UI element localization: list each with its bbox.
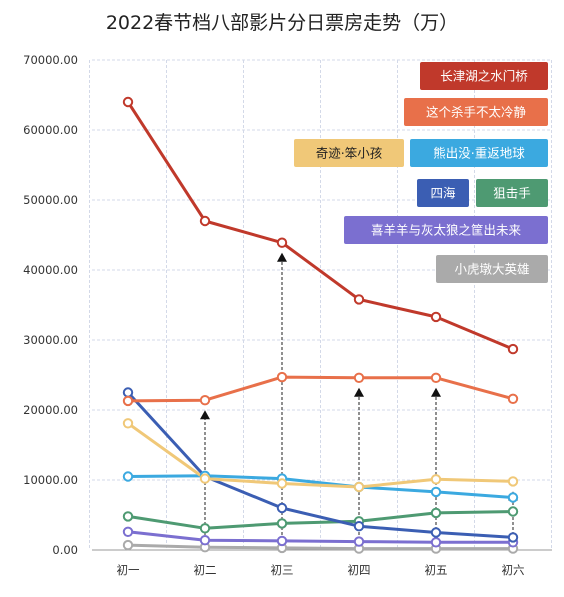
legend-label: 长津湖之水门桥 — [440, 69, 528, 84]
data-point — [430, 537, 442, 548]
series-line — [126, 530, 515, 544]
legend-swatch — [417, 179, 469, 207]
data-point — [507, 343, 519, 355]
series-line — [126, 100, 515, 351]
data-point — [430, 474, 442, 485]
series-line — [126, 510, 515, 530]
legend-label: 四海 — [430, 186, 456, 201]
data-point — [199, 473, 211, 484]
data-point — [353, 521, 365, 532]
series-lines — [126, 100, 515, 551]
legend-label: 喜羊羊与灰太狼之筐出未来 — [371, 223, 522, 238]
y-tick-label: 60000.00 — [23, 123, 78, 137]
legend-label: 这个杀手不太冷静 — [426, 105, 527, 120]
data-point — [430, 527, 442, 538]
data-point — [507, 393, 519, 404]
data-point — [507, 476, 519, 487]
data-point — [276, 518, 288, 529]
y-tick-label: 70000.00 — [23, 53, 78, 67]
data-point — [353, 294, 365, 305]
x-tick-label: 初六 — [502, 563, 525, 577]
x-tick-label: 初三 — [271, 563, 294, 577]
data-point — [353, 536, 365, 547]
legend-swatch — [410, 139, 548, 167]
legend-label: 小虎墩大英雄 — [454, 262, 529, 277]
data-point — [199, 395, 211, 406]
legend-label: 熊出没·重返地球 — [433, 146, 525, 161]
data-point — [122, 526, 134, 537]
legend-swatch — [294, 139, 404, 167]
data-point — [507, 532, 519, 543]
data-point — [276, 535, 288, 547]
series-line — [126, 375, 515, 403]
data-point — [122, 511, 134, 522]
x-tick-label: 初四 — [348, 563, 371, 577]
legend-swatch — [404, 98, 548, 126]
legend-swatch — [476, 179, 548, 207]
data-point — [276, 478, 288, 489]
data-point — [507, 492, 519, 503]
data-point — [430, 372, 442, 383]
data-point — [353, 481, 365, 493]
x-tick-label: 初五 — [425, 563, 448, 577]
y-tick-label: 0.00 — [52, 543, 78, 557]
legend-swatch — [344, 216, 548, 244]
annotation-arrow — [354, 387, 364, 397]
data-point — [507, 506, 519, 517]
y-tick-label: 20000.00 — [23, 403, 78, 417]
legend-label: 奇迹·笨小孩 — [316, 146, 382, 161]
annotation-arrow — [277, 252, 287, 262]
annotation-arrow — [200, 410, 210, 420]
data-point — [122, 539, 134, 551]
data-point — [430, 507, 442, 519]
data-point — [122, 395, 134, 407]
data-point — [122, 96, 134, 108]
x-tick-label: 初二 — [194, 563, 217, 577]
legend-swatch — [420, 62, 548, 90]
series-line — [126, 421, 515, 489]
axis-labels: 0.00 10000.00 20000.00 30000.00 40000.00 5000… — [23, 53, 524, 577]
y-tick-label: 50000.00 — [23, 193, 78, 207]
data-point — [276, 502, 288, 514]
data-point — [430, 311, 442, 323]
y-tick-label: 40000.00 — [23, 263, 78, 277]
legend-swatch — [436, 255, 548, 283]
data-point — [122, 471, 134, 482]
y-tick-label: 10000.00 — [23, 473, 78, 487]
series-line — [126, 543, 515, 551]
data-point — [199, 535, 211, 546]
legend-label: 狙击手 — [493, 186, 531, 201]
y-tick-label: 30000.00 — [23, 333, 78, 347]
data-point — [353, 372, 365, 383]
data-point — [199, 215, 211, 227]
data-point — [276, 237, 288, 248]
data-point — [276, 371, 288, 383]
series-points — [122, 96, 519, 554]
annotation-arrow — [431, 387, 441, 397]
data-point — [199, 523, 211, 534]
x-tick-label: 初一 — [117, 563, 140, 577]
series-line — [126, 391, 515, 539]
data-point — [122, 418, 134, 429]
series-line — [126, 474, 515, 499]
data-point — [430, 486, 442, 498]
chart-title: 2022春节档八部影片分日票房走势（万） — [105, 12, 459, 34]
data-point — [122, 387, 134, 398]
